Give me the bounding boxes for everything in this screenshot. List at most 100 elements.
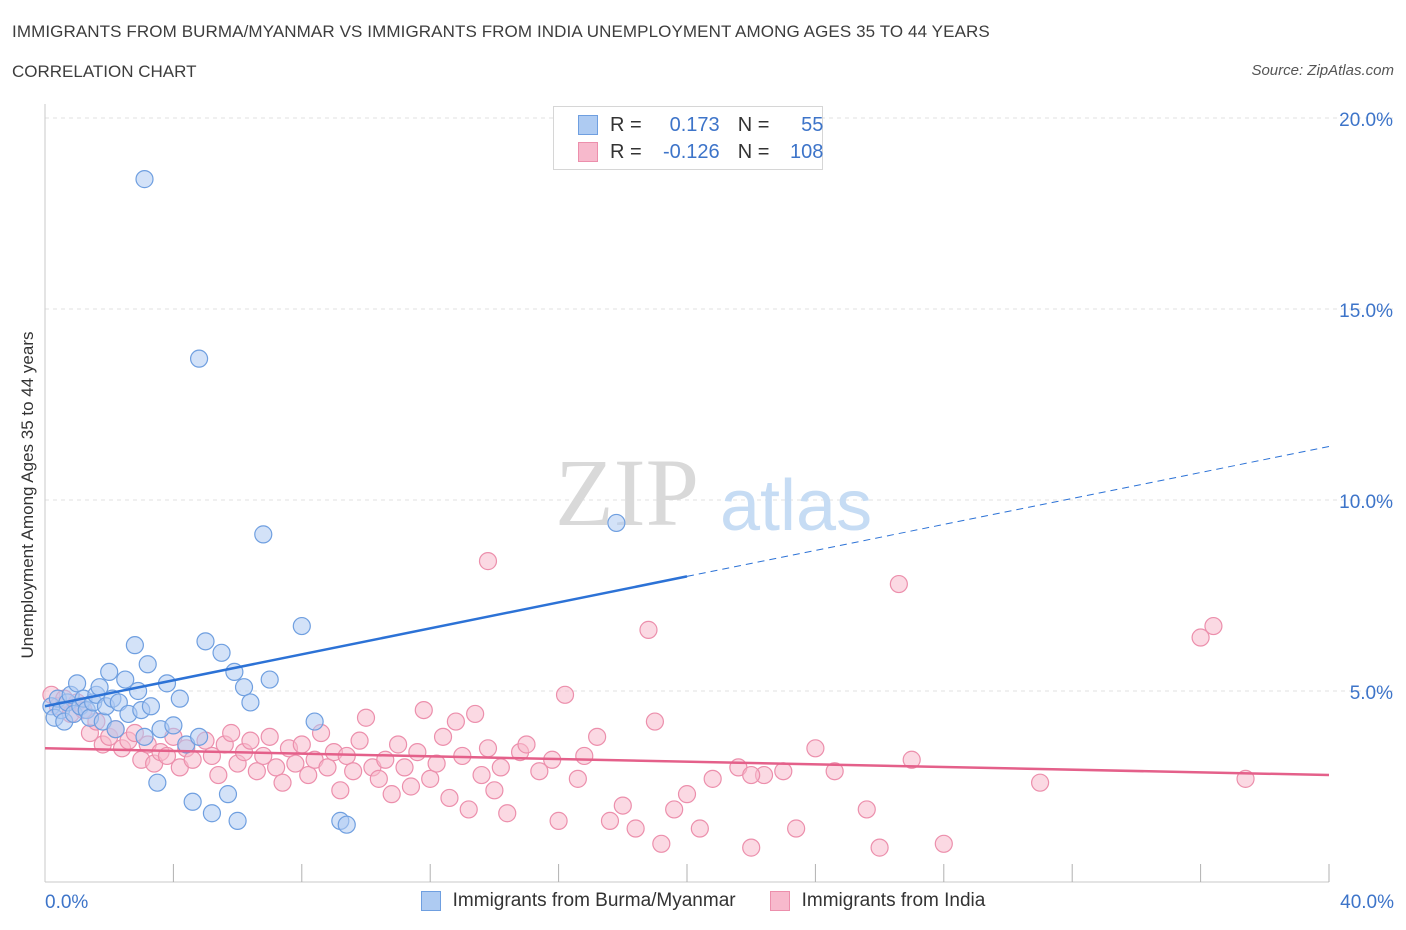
india-point-89 (703, 769, 722, 788)
burma-point-8 (67, 674, 87, 693)
india-point-60 (433, 727, 453, 746)
burma-point-38 (196, 632, 215, 651)
burma-point-45 (241, 693, 260, 712)
india-point-83 (639, 620, 658, 639)
india-point-80 (600, 811, 620, 830)
india-point-55 (401, 777, 421, 796)
burma-trend-extension (686, 446, 1330, 577)
legend-r-label: R = (610, 113, 642, 136)
india-point-58 (421, 769, 440, 788)
india-point-105 (889, 574, 908, 594)
series-legend-india: Immigrants from India (769, 890, 986, 912)
india-point-62 (446, 712, 465, 731)
india-point-27 (222, 723, 241, 743)
india-point-69 (491, 758, 510, 777)
y-tick-label-15: 15.0% (1339, 301, 1393, 322)
india-point-59 (427, 754, 446, 773)
burma-point-30 (148, 773, 167, 792)
correlation-legend: R = 0.173 N = 55 R = -0.126 N = 108 (553, 106, 823, 170)
india-point-79 (588, 727, 607, 746)
legend-n-label: N = (737, 140, 770, 163)
india-point-77 (568, 769, 587, 788)
burma-point-18 (100, 662, 119, 682)
india-point-88 (690, 819, 709, 838)
india-point-34 (267, 758, 286, 777)
burma-point-46 (254, 525, 273, 544)
y-tick-label-10: 10.0% (1339, 492, 1393, 513)
india-point-91 (742, 838, 761, 857)
axis-ticks (172, 864, 1330, 882)
india-trend-line (44, 747, 1330, 777)
india-point-107 (742, 765, 761, 785)
india-point-97 (857, 800, 876, 819)
x-tick-label-min: 0.0% (45, 892, 88, 913)
india-point-30 (241, 731, 260, 750)
india-point-56 (408, 743, 427, 762)
burma-point-22 (116, 670, 135, 689)
legend-swatch-india (578, 142, 598, 162)
burma-point-33 (164, 716, 183, 735)
india-point-85 (652, 834, 671, 853)
india-point-75 (549, 811, 568, 830)
india-point-93 (774, 762, 793, 781)
series-label-india: Immigrants from India (801, 890, 986, 911)
burma-point-49 (305, 712, 324, 731)
burma-point-43 (228, 811, 247, 830)
india-point-103 (1204, 616, 1223, 636)
legend-r-value-india: -0.126 (662, 140, 720, 163)
legend-row-burma: R = 0.173 N = 55 (578, 113, 823, 137)
legend-n-value-burma: 55 (801, 113, 824, 136)
burma-point-29 (141, 697, 161, 716)
y-tick-label-5: 5.0% (1350, 683, 1393, 704)
watermark-atlas: atlas (720, 466, 872, 546)
india-point-101 (1030, 773, 1050, 792)
india-point-51 (376, 750, 395, 769)
burma-point-40 (212, 643, 231, 662)
india-point-31 (247, 762, 266, 781)
india-point-61 (440, 788, 459, 808)
y-tick-labels: 5.0% 10.0% 15.0% 20.0% (1339, 110, 1393, 704)
burma-point-44 (234, 678, 254, 697)
watermark-zip: ZIP (555, 439, 699, 546)
india-point-72 (517, 735, 536, 754)
india-point-33 (260, 727, 279, 746)
india-point-47 (350, 731, 369, 750)
india-point-54 (395, 758, 414, 777)
india-point-53 (389, 735, 408, 754)
legend-r-value-burma: 0.173 (669, 113, 720, 136)
india-point-76 (555, 685, 575, 704)
india-point-82 (626, 819, 645, 838)
india-point-86 (665, 800, 684, 819)
india-points (42, 552, 1255, 857)
india-point-57 (414, 700, 433, 720)
series-swatch-burma (420, 891, 441, 911)
burma-point-28 (138, 655, 157, 674)
x-tick-label-max: 40.0% (1340, 892, 1394, 913)
burma-point-24 (125, 636, 144, 655)
india-point-25 (209, 765, 228, 785)
grid-lines (45, 117, 1394, 692)
india-point-39 (299, 765, 318, 785)
burma-point-54 (189, 349, 209, 368)
india-point-100 (934, 834, 953, 853)
source-credit: Source: ZipAtlas.com (1251, 62, 1394, 79)
india-point-84 (645, 712, 665, 731)
trend-lines (44, 446, 1330, 777)
india-point-42 (318, 758, 337, 777)
legend-r-label: R = (610, 140, 642, 163)
burma-trend-line (44, 575, 688, 708)
series-label-burma: Immigrants from Burma/Myanmar (452, 890, 736, 911)
burma-point-52 (607, 513, 626, 533)
legend-n-value-india: 108 (790, 140, 824, 163)
india-point-96 (825, 762, 844, 781)
india-point-95 (806, 739, 825, 758)
legend-row-india: R = -0.126 N = 108 (578, 140, 823, 164)
india-point-38 (292, 735, 311, 754)
india-point-50 (369, 769, 388, 788)
india-point-46 (344, 762, 363, 781)
legend-n-label: N = (737, 113, 770, 136)
india-point-70 (498, 804, 517, 823)
burma-point-53 (135, 170, 154, 189)
india-point-87 (677, 785, 697, 804)
